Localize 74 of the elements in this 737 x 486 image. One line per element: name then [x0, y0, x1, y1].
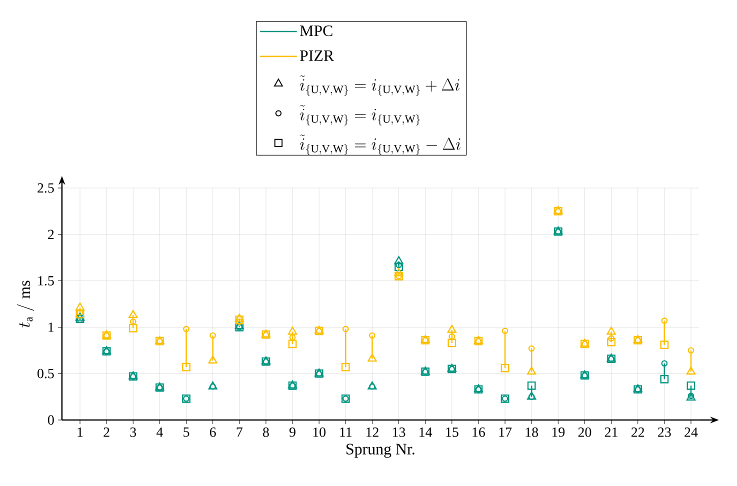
x-tick-label: 13	[393, 428, 406, 437]
x-tick-label: 14	[420, 428, 432, 437]
point	[394, 268, 404, 276]
point	[75, 302, 85, 311]
point	[607, 338, 616, 346]
x-tick-label: 22	[631, 428, 644, 437]
x-tick-label: 11	[340, 428, 352, 437]
y-axis-title: $t_\mathrm{a} \;/\; \mathrm{ms}$	[16, 280, 34, 328]
legend-label: $\tilde{i}_{\{\mathrm{U,V,W}\}} = i_{\{\mathrm{U,V,W}\}} + \Delta i$	[300, 75, 460, 96]
point	[500, 364, 510, 372]
point	[608, 335, 614, 342]
x-tick-label: 15	[446, 428, 458, 437]
point	[527, 366, 536, 375]
point	[76, 316, 84, 323]
point	[234, 321, 244, 330]
point	[76, 314, 84, 324]
x-tick-label: 10	[313, 428, 326, 437]
point	[234, 314, 244, 322]
x-tick-label: 21	[604, 428, 618, 437]
x-tick-label: 3	[130, 428, 136, 437]
point	[686, 366, 696, 375]
point	[606, 326, 616, 335]
x-tick-label: 8	[262, 428, 269, 437]
legend-label: $\tilde{i}_{\{\mathrm{U,V,W}\}} = i_{\{\mathrm{U,V,W}\}}$	[300, 104, 420, 126]
point	[75, 312, 85, 321]
legend-label: $\tilde{i}_{\{\mathrm{U,V,W}\}} = i_{\{\mathrm{U,V,W}\}} - \Delta i$	[300, 134, 460, 156]
point	[368, 354, 377, 362]
point	[182, 362, 190, 372]
y-tick-label: 0	[48, 415, 54, 425]
point	[130, 318, 136, 325]
x-tick-label: 6	[210, 428, 216, 437]
legend-label: MPC	[300, 25, 332, 36]
point	[208, 355, 218, 364]
x-tick-label: 5	[184, 428, 190, 437]
y-tick-label: 2.5	[38, 183, 54, 193]
point	[527, 381, 536, 390]
point	[686, 381, 696, 390]
x-tick-label: 16	[472, 428, 486, 437]
point	[288, 340, 297, 348]
point	[128, 310, 138, 318]
x-tick-label: 12	[366, 428, 378, 437]
x-tick-label: 4	[156, 428, 163, 437]
x-tick-label: 7	[236, 428, 242, 437]
point	[76, 309, 84, 316]
point	[448, 338, 456, 348]
y-tick-label: 1.5	[38, 276, 54, 286]
point	[289, 334, 296, 341]
point	[660, 340, 669, 350]
point	[448, 333, 456, 340]
point	[447, 324, 456, 333]
x-axis-title: Sprung Nr.	[346, 444, 414, 458]
x-tick-label: 24	[684, 428, 698, 437]
point	[341, 362, 350, 372]
point	[128, 324, 138, 332]
x-tick-label: 2	[104, 428, 110, 437]
y-tick-label: 1	[48, 322, 54, 332]
point	[236, 318, 243, 325]
point	[235, 316, 244, 324]
point	[394, 256, 404, 264]
legend-label: PIZR	[300, 50, 334, 61]
point	[288, 326, 298, 335]
point	[76, 310, 84, 318]
x-tick-label: 1	[78, 428, 83, 437]
x-tick-label: 17	[499, 428, 512, 437]
y-tick-label: 2	[48, 230, 54, 240]
y-tick-label: 0.5	[38, 368, 54, 378]
x-tick-label: 9	[289, 428, 296, 437]
x-tick-label: 20	[578, 428, 592, 437]
point	[394, 262, 403, 272]
point	[660, 374, 669, 384]
x-tick-label: 19	[552, 428, 565, 437]
x-tick-label: 18	[526, 428, 538, 437]
x-tick-label: 23	[658, 428, 671, 437]
point	[396, 262, 402, 268]
